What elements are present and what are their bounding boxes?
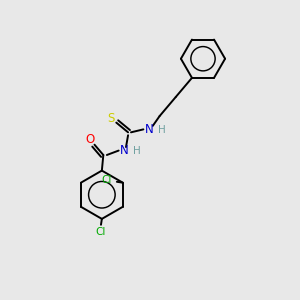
- Text: H: H: [133, 146, 141, 156]
- Text: N: N: [120, 144, 129, 157]
- Text: O: O: [85, 133, 95, 146]
- Text: Cl: Cl: [95, 227, 106, 237]
- Text: Cl: Cl: [101, 175, 112, 185]
- Text: S: S: [107, 112, 115, 125]
- Text: N: N: [145, 123, 154, 136]
- Text: H: H: [158, 125, 166, 135]
